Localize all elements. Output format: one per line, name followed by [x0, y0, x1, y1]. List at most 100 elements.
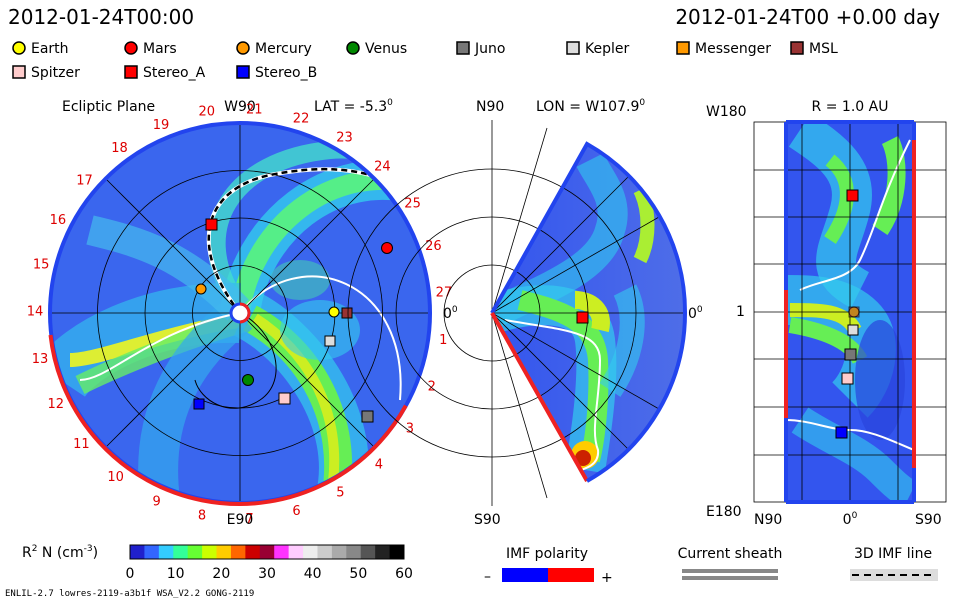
- legend-label-msl: MSL: [809, 41, 838, 57]
- juno-marker[interactable]: [361, 410, 374, 423]
- current-sheath-label: Current sheath: [678, 546, 783, 562]
- colorbar-frame: [129, 544, 405, 560]
- spitzer-marker[interactable]: [278, 392, 291, 405]
- legend-marker-mars: [124, 41, 138, 55]
- carrington-label-26: 26: [425, 239, 442, 254]
- legend-label-venus: Venus: [365, 41, 407, 57]
- imf-plus: +: [601, 570, 613, 586]
- venus-marker[interactable]: [242, 374, 254, 386]
- timestamp-left: 2012-01-24T00:00: [8, 5, 194, 29]
- colorbar-ticks: 0 10 20 30 40 50 60: [126, 566, 413, 582]
- carrington-label-21: 21: [246, 102, 263, 117]
- carrington-label-25: 25: [404, 196, 421, 211]
- legend-marker-messenger: [676, 41, 690, 55]
- colorbar-strip: [129, 544, 405, 560]
- carrington-label-22: 22: [293, 111, 310, 126]
- carrington-label-6: 6: [292, 504, 300, 519]
- colorbar-swatch: [375, 545, 391, 559]
- meridional-density-map: [492, 144, 686, 481]
- ecliptic-boundary-red: [48, 334, 408, 506]
- legend-marker-msl: [790, 41, 804, 55]
- colorbar-tick-20: 20: [212, 566, 230, 582]
- meridional-boundary-blue: [490, 141, 688, 314]
- legend-item-stereo-b: Stereo_B: [236, 65, 317, 81]
- legend-item-mars: Mars: [124, 41, 177, 57]
- legend-label-kepler: Kepler: [585, 41, 629, 57]
- carrington-label-24: 24: [374, 160, 391, 175]
- stereo-b-marker[interactable]: [193, 398, 205, 410]
- carrington-label-9: 9: [152, 494, 160, 509]
- radial-top-left: W180: [706, 104, 747, 120]
- legend-label-mercury: Mercury: [255, 41, 312, 57]
- lon-label: LON = W107.90: [536, 98, 645, 115]
- legend-label-earth: Earth: [31, 41, 69, 57]
- juno-radial-marker[interactable]: [844, 348, 857, 361]
- legend-marker-venus: [346, 41, 360, 55]
- legend-item-juno: Juno: [456, 41, 505, 57]
- colorbar-tick-10: 10: [167, 566, 185, 582]
- mercury-marker[interactable]: [195, 283, 207, 295]
- timestamp-right: 2012-01-24T00 +0.00 day: [675, 5, 940, 29]
- legend: Earth Mars Mercury Venus Juno Kepler Messenger…: [12, 41, 838, 81]
- current-sheath-swatch: [682, 569, 778, 573]
- radial-bottom-n90: N90: [754, 512, 782, 528]
- radial-bottom-left: E180: [706, 504, 742, 520]
- radial-title: R = 1.0 AU: [812, 99, 889, 115]
- legend-marker-mercury: [236, 41, 250, 55]
- spitzer-radial-marker[interactable]: [841, 372, 854, 385]
- colorbar-swatch: [216, 545, 232, 559]
- legend-marker-stereo-a: [124, 65, 138, 79]
- imf-minus: –: [484, 569, 491, 585]
- colorbar-swatch: [187, 545, 203, 559]
- imf-negative-swatch: [502, 568, 548, 582]
- stereo-a-marker[interactable]: [205, 218, 218, 231]
- legend-marker-kepler: [566, 41, 580, 55]
- legend-item-mercury: Mercury: [236, 41, 312, 57]
- radial-bodies: [835, 189, 860, 439]
- stereo-b-radial-marker[interactable]: [835, 426, 848, 439]
- legend-marker-spitzer: [12, 65, 26, 79]
- legend-label-juno: Juno: [474, 41, 505, 57]
- colorbar-swatch: [245, 545, 261, 559]
- stereo-a-meridional-marker[interactable]: [576, 311, 589, 324]
- colorbar-swatch: [360, 545, 376, 559]
- msl-marker[interactable]: [341, 307, 353, 319]
- legend-item-messenger: Messenger: [676, 41, 771, 57]
- colorbar-swatch: [346, 545, 362, 559]
- colorbar-swatch: [389, 545, 405, 559]
- ecliptic-title: Ecliptic Plane: [62, 99, 155, 115]
- stereo-a-radial-marker[interactable]: [846, 189, 859, 202]
- kepler-radial-marker[interactable]: [847, 324, 859, 336]
- colorbar-tick-60: 60: [395, 566, 413, 582]
- colorbar-swatch: [259, 545, 275, 559]
- carrington-label-3: 3: [406, 422, 414, 437]
- carrington-label-10: 10: [107, 470, 124, 485]
- colorbar-swatch: [144, 545, 160, 559]
- ecliptic-right-label: 00: [443, 305, 458, 322]
- colorbar-swatch: [288, 545, 304, 559]
- legend-marker-stereo-b: [236, 65, 250, 79]
- imf-positive-swatch: [548, 568, 594, 582]
- colorbar-tick-0: 0: [126, 566, 135, 582]
- msl-radial-marker[interactable]: [848, 306, 860, 318]
- carrington-label-18: 18: [111, 141, 128, 156]
- colorbar-swatch: [331, 545, 347, 559]
- carrington-label-16: 16: [50, 213, 67, 228]
- colorbar: R2 N (cm-3) 0 10 20 30 40 50 60: [22, 544, 413, 582]
- legend-marker-earth: [12, 41, 26, 55]
- legend-label-spitzer: Spitzer: [31, 65, 80, 81]
- ecliptic-top-label: W90: [224, 99, 256, 115]
- earth-marker[interactable]: [328, 306, 340, 318]
- radial-panel: R = 1.0 AU W180 E180 1: [706, 99, 947, 528]
- colorbar-swatch: [274, 545, 290, 559]
- carrington-label-13: 13: [32, 352, 49, 367]
- lat-label: LAT = -5.30: [314, 98, 393, 115]
- mars-marker[interactable]: [381, 242, 393, 254]
- carrington-label-27: 27: [436, 286, 453, 301]
- kepler-marker[interactable]: [324, 335, 336, 347]
- legend-item-msl: MSL: [790, 41, 838, 57]
- imf-polarity-key: IMF polarity – +: [484, 546, 613, 586]
- colorbar-swatch: [317, 545, 333, 559]
